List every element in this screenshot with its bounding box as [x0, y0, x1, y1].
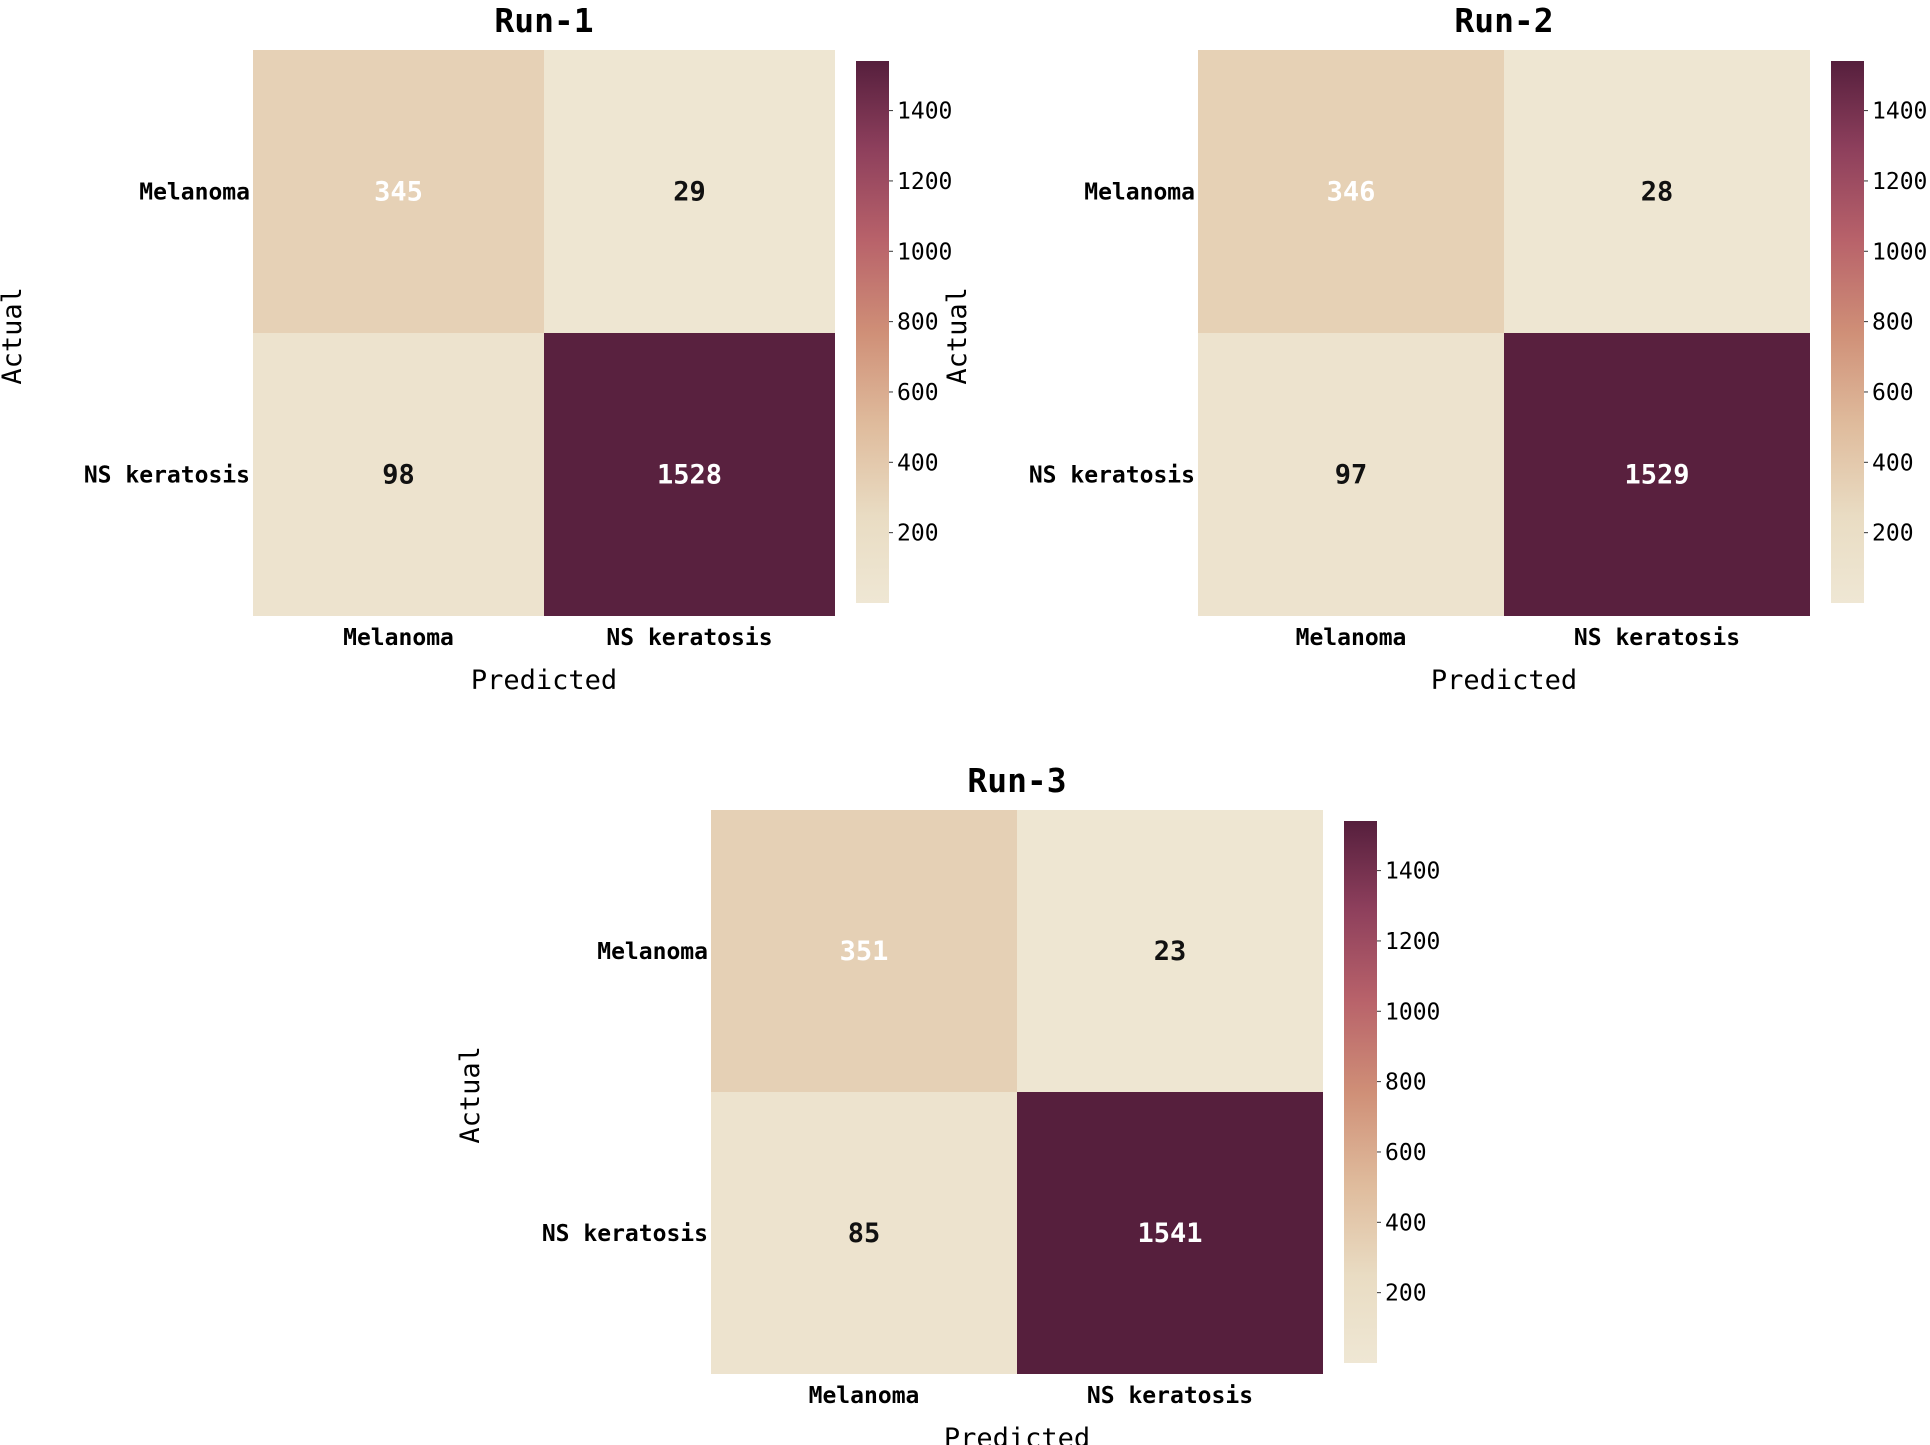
heatmap-cell — [1198, 50, 1504, 333]
heatmap-cell — [1504, 50, 1810, 333]
cell-value-label: 97 — [1335, 460, 1368, 491]
colorbar-tick-label: 200 — [1385, 1281, 1427, 1307]
x-tick-label: NS keratosis — [606, 625, 772, 651]
confusion-matrix-run-3: Run-3 351 23 85 1541 Melanoma NS keratosis Mela… — [455, 761, 1440, 1445]
cell-value-label: 346 — [1327, 177, 1376, 208]
cell-value-label: 1528 — [657, 460, 722, 491]
colorbar-tick-label: 600 — [897, 380, 939, 406]
colorbar-tick-label: 200 — [1872, 521, 1914, 547]
confusion-matrix-run-1: Run-1 345 29 98 1528 Melanoma NS keratosis Mela… — [0, 1, 952, 696]
colorbar — [1831, 61, 1864, 603]
heatmap-cell — [711, 1092, 1017, 1374]
heatmap-cell — [544, 333, 835, 616]
colorbar-tick-label: 200 — [897, 521, 939, 547]
cell-value-label: 1529 — [1624, 460, 1689, 491]
colorbar — [1344, 821, 1377, 1363]
cell-value-label: 29 — [673, 177, 706, 208]
colorbar-tick-label: 1000 — [1872, 239, 1927, 265]
colorbar-tick-label: 400 — [1872, 450, 1914, 476]
x-tick-label: NS keratosis — [1087, 1383, 1253, 1409]
heatmap-cell — [1504, 333, 1810, 616]
cell-value-label: 85 — [848, 1218, 881, 1249]
x-tick-label: NS keratosis — [1574, 625, 1740, 651]
y-axis-label: Actual — [0, 287, 28, 385]
x-tick-label: Melanoma — [1296, 625, 1407, 651]
x-axis-label: Predicted — [471, 665, 617, 696]
chart-title: Run-1 — [494, 1, 593, 40]
y-axis-label: Actual — [942, 287, 973, 385]
cell-value-label: 351 — [840, 936, 889, 967]
y-tick-label: NS keratosis — [84, 463, 250, 489]
heatmap-cell — [1198, 333, 1504, 616]
heatmap-cell — [711, 810, 1017, 1092]
heatmap-cell — [1017, 1092, 1323, 1374]
heatmap-cell — [1017, 810, 1323, 1092]
colorbar-tick-label: 800 — [897, 310, 939, 336]
cell-value-label: 98 — [382, 460, 415, 491]
colorbar-tick-label: 1200 — [1872, 169, 1927, 195]
confusion-matrix-run-2: Run-2 346 28 97 1529 Melanoma NS keratosis Mela… — [942, 1, 1927, 696]
y-tick-label: Melanoma — [1084, 180, 1195, 206]
colorbar-tick-label: 600 — [1385, 1140, 1427, 1166]
cell-value-label: 23 — [1154, 936, 1187, 967]
colorbar-tick-label: 800 — [1872, 310, 1914, 336]
colorbar-tick-label: 1400 — [1385, 859, 1440, 885]
colorbar-tick-label: 1400 — [897, 99, 952, 125]
cell-value-label: 345 — [374, 177, 423, 208]
heatmap-cell — [253, 50, 544, 333]
y-axis-label: Actual — [455, 1046, 486, 1144]
colorbar-tick-label: 1200 — [897, 169, 952, 195]
x-axis-label: Predicted — [1431, 665, 1577, 696]
cell-value-label: 1541 — [1137, 1218, 1202, 1249]
colorbar — [856, 61, 889, 603]
colorbar-tick-label: 1000 — [897, 239, 952, 265]
colorbar-tick-label: 600 — [1872, 380, 1914, 406]
chart-title: Run-3 — [967, 761, 1066, 800]
colorbar-tick-label: 1200 — [1385, 929, 1440, 955]
heatmap-cell — [544, 50, 835, 333]
cell-value-label: 28 — [1641, 177, 1674, 208]
y-tick-label: Melanoma — [597, 939, 708, 965]
x-tick-label: Melanoma — [809, 1383, 920, 1409]
colorbar-tick-label: 1000 — [1385, 999, 1440, 1025]
colorbar-tick-label: 1400 — [1872, 99, 1927, 125]
heatmap-cell — [253, 333, 544, 616]
x-tick-label: Melanoma — [343, 625, 454, 651]
colorbar-tick-label: 400 — [1385, 1210, 1427, 1236]
x-axis-label: Predicted — [944, 1423, 1090, 1445]
y-tick-label: NS keratosis — [1029, 463, 1195, 489]
y-tick-label: NS keratosis — [542, 1221, 708, 1247]
colorbar-tick-label: 800 — [1385, 1070, 1427, 1096]
chart-title: Run-2 — [1454, 1, 1553, 40]
y-tick-label: Melanoma — [139, 180, 250, 206]
colorbar-tick-label: 400 — [897, 450, 939, 476]
